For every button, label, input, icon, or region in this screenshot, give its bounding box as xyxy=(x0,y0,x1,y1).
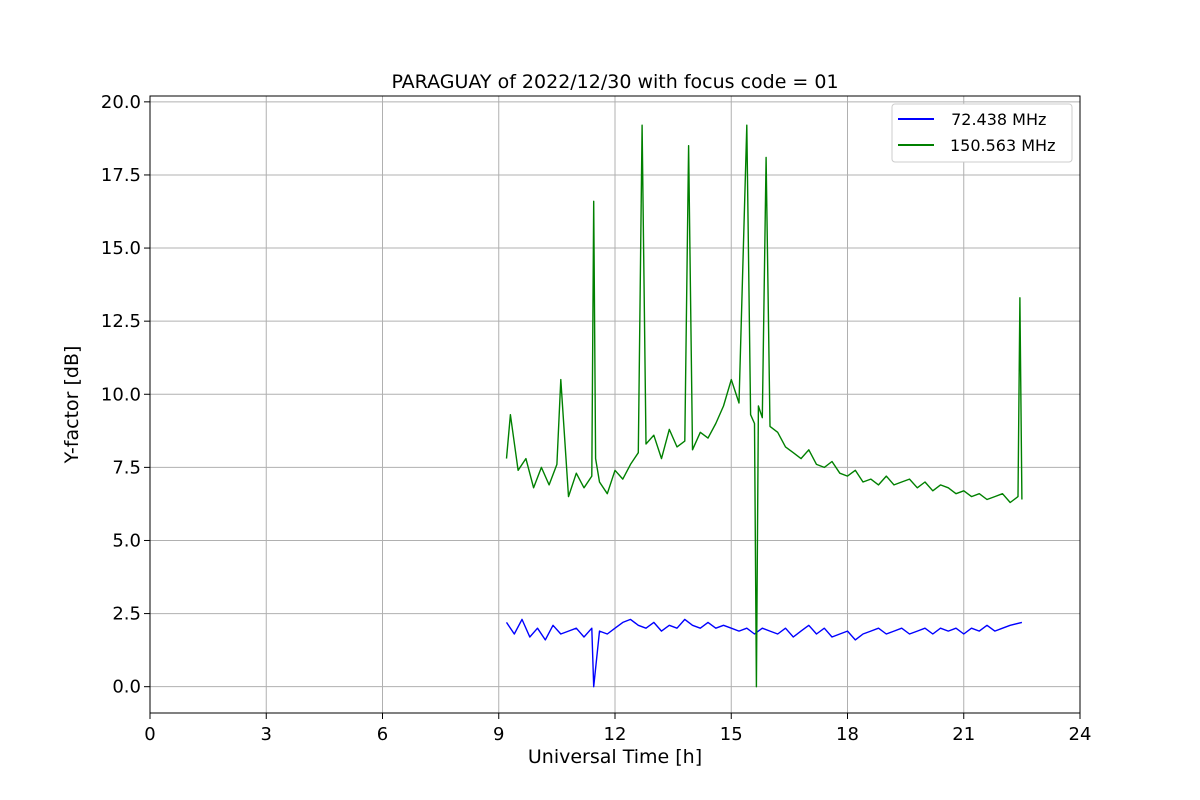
x-tick-label: 12 xyxy=(604,724,627,745)
x-tick-label: 9 xyxy=(493,724,504,745)
y-tick-label: 12.5 xyxy=(101,311,141,332)
y-axis-label: Y-factor [dB] xyxy=(61,346,83,465)
y-tick-label: 10.0 xyxy=(101,384,141,405)
y-tick-label: 2.5 xyxy=(112,604,141,625)
y-tick-label: 7.5 xyxy=(112,457,141,478)
x-axis-label: Universal Time [h] xyxy=(528,746,702,768)
x-tick-label: 21 xyxy=(952,724,975,745)
legend-label-150mhz: 150.563 MHz xyxy=(950,136,1055,155)
y-tick-label: 17.5 xyxy=(101,165,141,186)
chart-title: PARAGUAY of 2022/12/30 with focus code =… xyxy=(391,71,838,93)
series-line-0 xyxy=(505,618,1023,688)
y-tick-label: 20.0 xyxy=(101,92,141,113)
legend-box xyxy=(891,103,1073,163)
legend-label-72mhz: 72.438 MHz xyxy=(946,110,1046,129)
x-tick-label: 6 xyxy=(377,724,388,745)
series-layer xyxy=(505,124,1023,688)
y-tick-label: 15.0 xyxy=(101,238,141,259)
y-axis: 0.0 2.5 5.0 7.5 10.0 12.5 15.0 17.5 20.0 xyxy=(101,92,150,698)
x-tick-label: 15 xyxy=(720,724,743,745)
y-tick-label: 0.0 xyxy=(112,677,141,698)
x-tick-label: 24 xyxy=(1069,724,1092,745)
x-tick-label: 3 xyxy=(261,724,272,745)
x-axis: 0 3 6 9 12 15 18 21 24 xyxy=(144,713,1091,745)
series-line-1 xyxy=(505,124,1023,688)
y-tick-label: 5.0 xyxy=(112,530,141,551)
x-tick-label: 18 xyxy=(836,724,859,745)
x-tick-label: 0 xyxy=(144,724,155,745)
legend: 72.438 MHz 150.563 MHz xyxy=(891,103,1073,163)
